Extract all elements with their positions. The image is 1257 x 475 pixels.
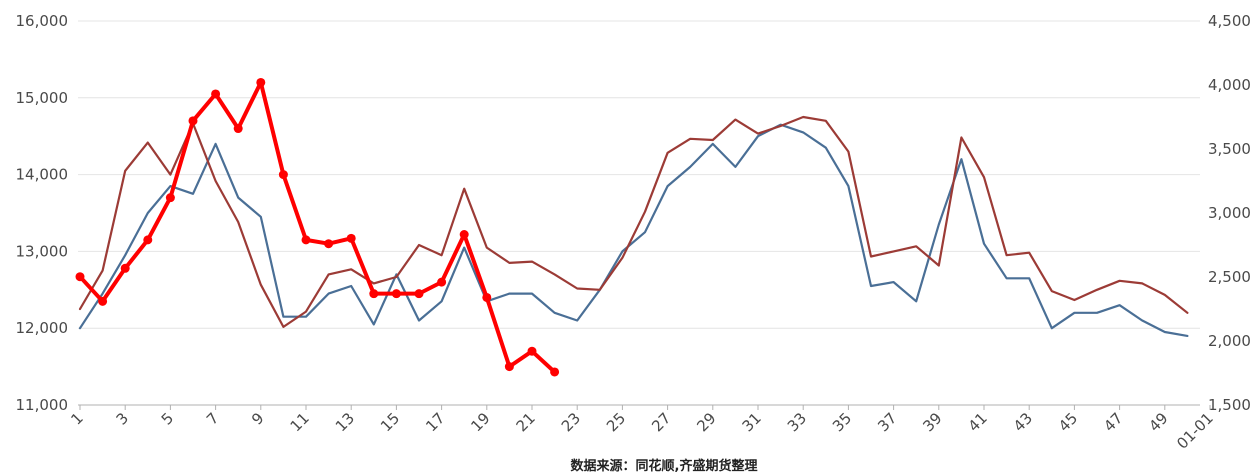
x-tick-label: 7 — [203, 409, 222, 428]
left-tick-label: 13,000 — [16, 242, 69, 260]
series-line-2 — [78, 115, 1189, 328]
series-point — [75, 272, 85, 282]
right-tick-label: 4,500 — [1208, 12, 1251, 30]
left-tick-label: 15,000 — [16, 89, 69, 107]
x-tick-label: 9 — [248, 409, 267, 428]
series-point — [301, 235, 311, 245]
left-axis-ticks: 11,000 12,000 13,000 14,000 15,000 16,000 — [16, 12, 69, 414]
series-point — [233, 124, 243, 134]
x-tick-label: 31 — [739, 409, 765, 435]
series-point — [459, 230, 469, 240]
series-point — [165, 193, 175, 203]
series-point — [504, 362, 514, 372]
x-tick-label: 5 — [158, 409, 177, 428]
source-note: 数据来源：同花顺,齐盛期货整理 — [571, 458, 758, 474]
x-tick-label: 25 — [603, 409, 629, 435]
x-tick-label: 19 — [467, 409, 493, 435]
x-tick-label: 41 — [965, 409, 991, 435]
series-point — [256, 77, 266, 87]
x-tick-label: 45 — [1055, 409, 1081, 435]
right-axis-ticks: 1,500 2,000 2,500 3,000 3,500 4,000 4,500 — [1208, 12, 1251, 414]
series-point — [414, 289, 424, 299]
left-tick-label: 16,000 — [16, 12, 69, 30]
x-tick-label: 49 — [1145, 409, 1171, 435]
series-line-1 — [78, 123, 1189, 337]
series-point — [482, 292, 492, 302]
x-tick-label: 33 — [784, 409, 810, 435]
x-tick-label: 23 — [558, 409, 584, 435]
left-tick-label: 11,000 — [16, 396, 69, 414]
x-tick-label: 15 — [377, 409, 403, 435]
x-tick-label: 35 — [829, 409, 855, 435]
left-tick-label: 14,000 — [16, 166, 69, 184]
right-tick-label: 2,000 — [1208, 332, 1251, 350]
right-tick-label: 1,500 — [1208, 396, 1251, 414]
right-tick-label: 2,500 — [1208, 268, 1251, 286]
x-tick-label: 3 — [113, 409, 132, 428]
series-point — [98, 296, 108, 306]
grid-lines — [78, 20, 1200, 406]
series-point — [550, 367, 560, 377]
series-point — [391, 289, 401, 299]
right-tick-label: 3,000 — [1208, 204, 1251, 222]
series-line-3 — [78, 80, 557, 374]
right-tick-label: 3,500 — [1208, 140, 1251, 158]
series-point — [188, 116, 198, 126]
x-axis-ticks: 1 3 5 7 9 11 13 15 17 19 21 23 25 27 29 31 33 35 37 39 41 43 4… — [67, 405, 1217, 453]
left-tick-label: 12,000 — [16, 319, 69, 337]
series-point — [278, 170, 288, 180]
x-tick-label: 13 — [332, 409, 358, 435]
x-tick-label: 1 — [67, 409, 86, 428]
series-point — [437, 277, 447, 287]
x-tick-label: 21 — [513, 409, 539, 435]
x-tick-label: 43 — [1010, 409, 1036, 435]
series-point — [346, 233, 356, 243]
x-tick-label: 39 — [919, 409, 945, 435]
series-group — [75, 77, 1189, 377]
x-tick-label: 01-01 — [1173, 409, 1217, 453]
series-point — [211, 89, 221, 99]
series-point — [143, 235, 153, 245]
series-point — [527, 346, 537, 356]
series-point — [120, 263, 130, 273]
x-tick-label: 29 — [693, 409, 719, 435]
series-point — [324, 239, 334, 249]
x-tick-label: 27 — [648, 409, 674, 435]
x-tick-label: 37 — [874, 409, 900, 435]
right-tick-label: 4,000 — [1208, 76, 1251, 94]
x-tick-label: 17 — [422, 409, 448, 435]
x-tick-label: 11 — [287, 409, 313, 435]
series-point — [369, 289, 379, 299]
x-tick-label: 47 — [1100, 409, 1126, 435]
